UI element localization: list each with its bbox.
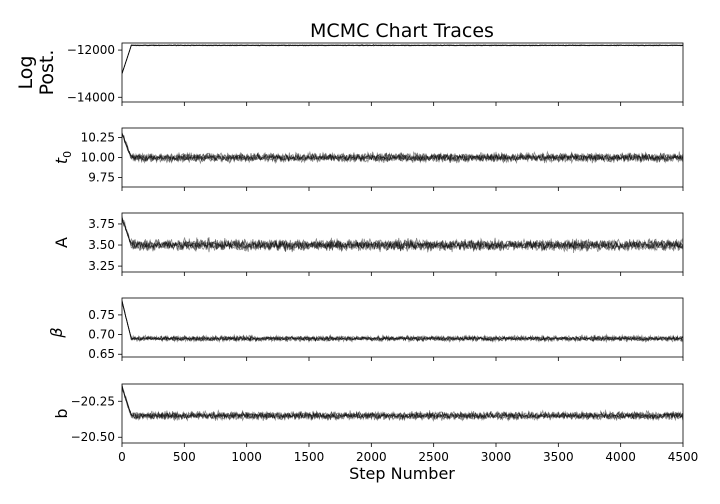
y-tick-label: −12000 — [67, 43, 115, 57]
chain-trace-line — [122, 385, 683, 422]
trace-lines-3 — [122, 300, 683, 344]
panel-y-axis-label: b — [52, 408, 71, 418]
trace-lines-2 — [122, 215, 683, 254]
y-label-subscript: 0 — [61, 151, 74, 158]
chain-trace-line — [122, 217, 683, 253]
x-tick-label: 2000 — [356, 450, 387, 464]
x-tick-label: 4500 — [668, 450, 699, 464]
y-label-line: A — [52, 237, 71, 248]
panel-y-axis-label: β — [47, 327, 66, 338]
y-label-line: b — [52, 408, 71, 418]
trace-panel-3: 0.75 0.70 0.65 β — [47, 297, 684, 361]
chain-trace-line — [122, 384, 683, 422]
y-label-line: Log — [15, 56, 37, 90]
y-tick-label: −20.25 — [71, 394, 115, 408]
chain-trace-line — [122, 218, 683, 253]
chain-trace-line — [122, 388, 683, 422]
panel-frame — [121, 297, 684, 358]
panel-frame — [121, 383, 684, 444]
chain-trace-line — [122, 44, 683, 75]
y-label-line: Post. — [36, 50, 58, 96]
panel-frame — [121, 212, 684, 273]
chain-trace-line — [122, 44, 683, 74]
chain-trace-line — [122, 44, 683, 74]
y-tick-label: 0.65 — [88, 347, 115, 361]
y-tick-label: 3.75 — [88, 217, 115, 231]
chain-trace-line — [122, 384, 683, 422]
x-tick-label: 1000 — [231, 450, 262, 464]
x-tick-label: 3000 — [481, 450, 512, 464]
chain-trace-line — [122, 300, 683, 344]
chain-trace-line — [122, 300, 683, 343]
trace-lines-4 — [122, 384, 683, 422]
y-tick-label: 3.25 — [88, 259, 115, 273]
chart-title: MCMC Chart Traces — [310, 20, 494, 42]
chain-trace-line — [122, 385, 683, 422]
panel-y-axis-label: t0 — [52, 151, 74, 164]
trace-panels: −12000−14000LogPost.10.2510.009.75t03.75… — [15, 42, 699, 464]
chain-trace-line — [122, 134, 683, 164]
chain-trace-line — [122, 132, 683, 165]
chain-trace-line — [122, 300, 683, 343]
x-tick-label: 0 — [118, 450, 126, 464]
chain-trace-line — [122, 301, 683, 344]
y-tick-label: 9.75 — [88, 170, 115, 184]
x-tick-label: 3500 — [543, 450, 574, 464]
chain-trace-line — [122, 134, 683, 164]
trace-lines-0 — [122, 44, 683, 75]
x-tick-label: 2500 — [418, 450, 449, 464]
trace-panel-2: 3.75 3.50 3.25 A — [52, 212, 684, 276]
chain-trace-line — [122, 385, 683, 422]
chain-trace-line — [122, 219, 683, 253]
y-tick-label: −20.50 — [71, 430, 115, 444]
chain-trace-line — [122, 300, 683, 343]
y-tick-label: 0.75 — [88, 308, 115, 322]
chain-trace-line — [122, 133, 683, 164]
x-tick-label: 4000 — [605, 450, 636, 464]
y-tick-label: 10.00 — [81, 151, 115, 165]
chain-trace-line — [122, 216, 683, 254]
y-tick-label: 3.50 — [88, 238, 115, 252]
chain-trace-line — [122, 215, 683, 253]
panel-frame — [121, 42, 684, 103]
trace-lines-1 — [122, 132, 683, 165]
trace-panel-4: −20.25 −20.500 500 1000 1500 2000 2500 3000 3500… — [52, 383, 699, 464]
y-tick-label: 0.70 — [88, 328, 115, 342]
x-axis-label: Step Number — [349, 464, 455, 483]
y-label-main: t — [52, 157, 71, 164]
chain-trace-line — [122, 300, 683, 344]
x-tick-label: 1500 — [294, 450, 325, 464]
panel-y-axis-label: LogPost. — [15, 50, 58, 96]
trace-panel-1: 10.25 10.00 9.75 t0 — [52, 127, 684, 191]
trace-panel-0: −12000 −14000 LogPost. — [15, 42, 684, 106]
chain-trace-line — [122, 44, 683, 74]
chain-trace-line — [122, 133, 683, 165]
x-tick-label: 500 — [173, 450, 196, 464]
chain-trace-line — [122, 44, 683, 74]
y-tick-label: 10.25 — [81, 131, 115, 145]
panel-y-axis-label: A — [52, 237, 71, 248]
chain-trace-line — [122, 217, 683, 253]
chain-trace-line — [122, 132, 683, 165]
y-tick-label: −14000 — [67, 90, 115, 104]
chain-trace-line — [122, 44, 683, 74]
